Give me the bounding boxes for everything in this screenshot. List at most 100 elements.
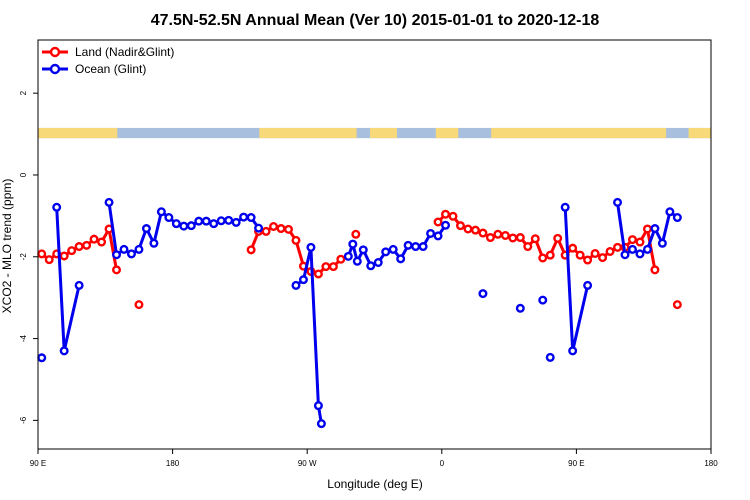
- data-point: [254, 223, 264, 233]
- x-tick-label: 0: [440, 459, 445, 468]
- data-point: [104, 197, 114, 207]
- data-point: [343, 251, 353, 261]
- data-point: [186, 221, 196, 231]
- data-point: [134, 300, 144, 310]
- data-point: [321, 262, 331, 272]
- data-point: [515, 303, 525, 313]
- x-axis-label: Longitude (deg E): [327, 477, 422, 491]
- data-point: [52, 202, 62, 212]
- data-point: [352, 256, 362, 266]
- data-point: [216, 216, 226, 226]
- data-point: [455, 221, 465, 231]
- data-point: [224, 215, 234, 225]
- data-point: [635, 237, 645, 247]
- legend-label: Ocean (Glint): [75, 62, 146, 76]
- plot-frame: [37, 39, 712, 450]
- strip-land-segment: [491, 127, 667, 139]
- data-point: [613, 197, 623, 207]
- data-point: [358, 245, 368, 255]
- data-point: [441, 220, 451, 230]
- strip-land-segment: [435, 127, 459, 139]
- series-line: [563, 207, 590, 353]
- x-tick-label: 90 E: [30, 459, 46, 468]
- legend-item: Land (Nadir&Glint): [42, 45, 174, 59]
- data-point: [291, 280, 301, 290]
- data-point: [149, 238, 159, 248]
- data-point: [74, 280, 84, 290]
- data-point: [209, 219, 219, 229]
- data-point: [598, 253, 608, 263]
- data-point: [545, 352, 555, 362]
- data-point: [538, 295, 548, 305]
- x-axis: 90 E 180 90 W 0 90 E 180: [30, 449, 718, 468]
- data-point: [381, 247, 391, 257]
- data-point: [82, 240, 92, 250]
- y-tick-label: 2: [19, 90, 28, 95]
- land-ocean-strip: [38, 127, 711, 139]
- data-point: [642, 244, 652, 254]
- data-point: [418, 242, 428, 252]
- data-point: [560, 202, 570, 212]
- data-point: [635, 249, 645, 259]
- strip-land-segment: [370, 127, 397, 139]
- x-tick-label: 90 E: [568, 459, 584, 468]
- data-point: [433, 217, 443, 227]
- data-point: [627, 244, 637, 254]
- data-point: [44, 255, 54, 265]
- data-point: [545, 250, 555, 260]
- data-point: [156, 207, 166, 217]
- legend: Land (Nadir&Glint) Ocean (Glint): [42, 45, 174, 76]
- data-point: [373, 257, 383, 267]
- data-point: [605, 246, 615, 256]
- data-point: [313, 269, 323, 279]
- data-point: [620, 250, 630, 260]
- data-point: [37, 353, 47, 363]
- series-ocean: [37, 197, 682, 429]
- data-point: [441, 209, 451, 219]
- legend-label: Land (Nadir&Glint): [75, 45, 174, 59]
- data-point: [316, 419, 326, 429]
- data-point: [276, 224, 286, 234]
- data-point: [411, 242, 421, 252]
- data-point: [538, 253, 548, 263]
- data-point: [313, 401, 323, 411]
- strip-land-segment: [688, 127, 711, 139]
- y-axis: 2 0 -2 -4 -6: [19, 90, 38, 424]
- data-point: [239, 212, 249, 222]
- data-point: [485, 233, 495, 243]
- data-point: [650, 224, 660, 234]
- data-point: [97, 237, 107, 247]
- data-point: [351, 229, 361, 239]
- plot-series: [37, 197, 682, 429]
- data-point: [657, 238, 667, 248]
- data-point: [583, 280, 593, 290]
- strip-land-segment: [259, 127, 357, 139]
- series-line: [55, 207, 81, 353]
- data-point: [366, 261, 376, 271]
- data-point: [523, 242, 533, 252]
- data-point: [67, 246, 77, 256]
- data-point: [112, 250, 122, 260]
- data-point: [246, 245, 256, 255]
- data-point: [284, 224, 294, 234]
- y-axis-label: XCO2 - MLO trend (ppm): [0, 179, 14, 314]
- data-point: [141, 224, 151, 234]
- data-point: [291, 235, 301, 245]
- data-point: [403, 240, 413, 250]
- data-point: [348, 239, 358, 249]
- y-tick-label: 0: [19, 172, 28, 177]
- data-point: [642, 224, 652, 234]
- data-point: [396, 254, 406, 264]
- data-point: [134, 244, 144, 254]
- data-point: [171, 219, 181, 229]
- data-point: [493, 229, 503, 239]
- x-tick-label: 180: [704, 459, 718, 468]
- data-point: [515, 233, 525, 243]
- data-point: [119, 244, 129, 254]
- data-point: [194, 216, 204, 226]
- data-point: [433, 231, 443, 241]
- x-tick-label: 90 W: [298, 459, 317, 468]
- series-land: [37, 209, 682, 310]
- data-point: [568, 346, 578, 356]
